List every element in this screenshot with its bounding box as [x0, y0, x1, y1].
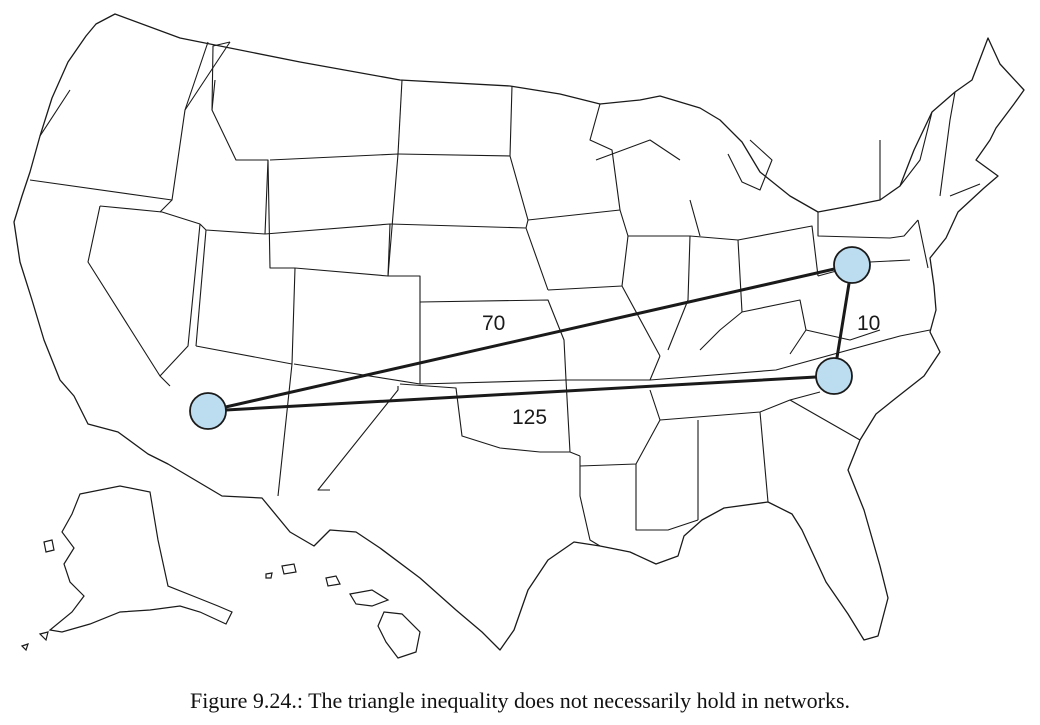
edge-label-10: 10 [857, 312, 880, 335]
hawaii-island [377, 611, 421, 659]
hawaii-island [265, 572, 273, 579]
edge-arizona-north-carolina [206, 374, 836, 413]
node-arizona [189, 392, 227, 430]
us-map: 70 125 10 [13, 13, 1025, 659]
hawaii-island [281, 563, 297, 575]
edge-labels: 70 125 10 [482, 312, 880, 429]
edge-arizona-pennsylvania [206, 263, 854, 413]
network-nodes [189, 246, 871, 430]
mainland-us-outline [13, 13, 1025, 651]
hawaii-island [349, 589, 390, 607]
alaska-outline [48, 485, 233, 633]
hawaii-island [325, 575, 341, 587]
node-north-carolina [815, 357, 853, 395]
node-pennsylvania [833, 246, 871, 284]
alaska-island [38, 631, 49, 642]
edge-label-125: 125 [512, 406, 547, 429]
figure-caption: Figure 9.24.: The triangle inequality do… [189, 688, 851, 713]
alaska-island [43, 539, 55, 553]
alaska-island [20, 643, 29, 652]
edge-label-70: 70 [482, 312, 505, 335]
